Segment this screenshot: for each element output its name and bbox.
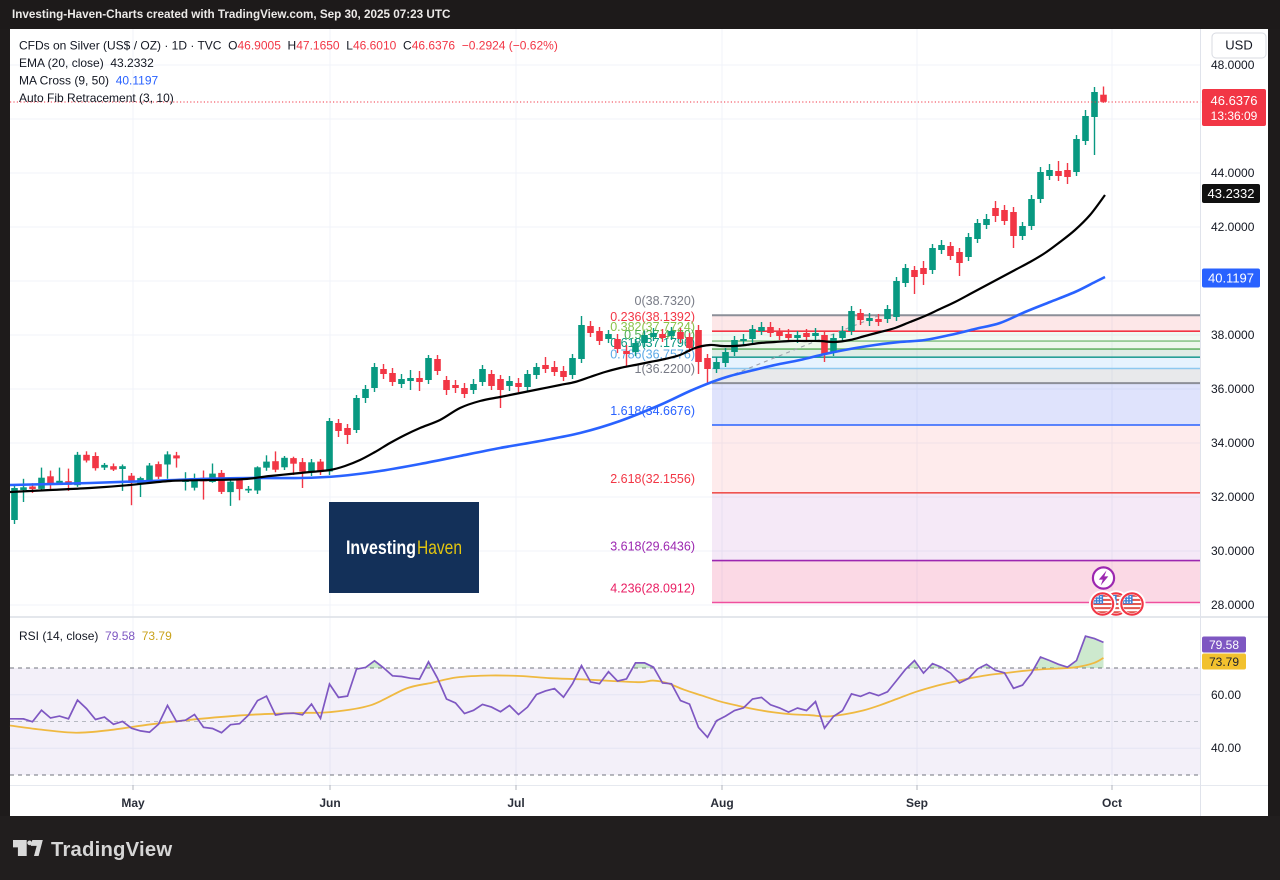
svg-text:2.618(32.1556): 2.618(32.1556) (610, 472, 695, 486)
svg-text:36.0000: 36.0000 (1211, 382, 1255, 396)
svg-text:13:36:09: 13:36:09 (1211, 109, 1258, 123)
svg-text:79.58: 79.58 (1209, 638, 1239, 652)
svg-text:40.1197: 40.1197 (1208, 271, 1254, 286)
svg-text:May: May (121, 796, 145, 810)
svg-text:Jun: Jun (319, 796, 340, 810)
svg-text:0.236(38.1392): 0.236(38.1392) (610, 310, 695, 324)
svg-text:Sep: Sep (906, 796, 928, 810)
svg-text:73.79: 73.79 (1209, 655, 1239, 669)
svg-text:46.6376: 46.6376 (1211, 93, 1258, 108)
svg-text:44.0000: 44.0000 (1211, 166, 1255, 180)
svg-text:CFDs on Silver (US$ / OZ) · 1D: CFDs on Silver (US$ / OZ) · 1D · TVC O46… (19, 39, 558, 53)
svg-text:30.0000: 30.0000 (1211, 544, 1255, 558)
svg-text:38.0000: 38.0000 (1211, 328, 1255, 342)
svg-text:3.618(29.6436): 3.618(29.6436) (610, 540, 695, 554)
svg-text:32.0000: 32.0000 (1211, 490, 1255, 504)
svg-text:43.2332: 43.2332 (1208, 186, 1255, 201)
svg-text:RSI (14, close) 79.58 73.79: RSI (14, close) 79.58 73.79 (19, 629, 172, 643)
svg-text:0.618(37.1796): 0.618(37.1796) (610, 336, 695, 350)
svg-text:42.0000: 42.0000 (1211, 220, 1255, 234)
svg-text:0.382(37.7724): 0.382(37.7724) (610, 320, 695, 334)
svg-text:28.0000: 28.0000 (1211, 598, 1255, 612)
svg-text:MA Cross (9, 50) 40.1197: MA Cross (9, 50) 40.1197 (19, 74, 159, 88)
svg-text:40.00: 40.00 (1211, 741, 1241, 755)
svg-text:Auto Fib Retracement (3, 10): Auto Fib Retracement (3, 10) (19, 91, 174, 105)
svg-text:Jul: Jul (507, 796, 524, 810)
svg-text:Investing: Investing (346, 537, 416, 559)
svg-text:USD: USD (1225, 38, 1252, 53)
svg-text:48.0000: 48.0000 (1211, 58, 1255, 72)
svg-text:1.618(34.6676): 1.618(34.6676) (610, 404, 695, 418)
svg-text:0(38.7320): 0(38.7320) (635, 294, 695, 308)
svg-text:4.236(28.0912): 4.236(28.0912) (610, 582, 695, 596)
svg-text:Oct: Oct (1102, 796, 1122, 810)
svg-text:Haven: Haven (417, 537, 462, 559)
svg-text:34.0000: 34.0000 (1211, 436, 1255, 450)
svg-text:1(36.2200): 1(36.2200) (635, 362, 695, 376)
svg-text:60.00: 60.00 (1211, 688, 1241, 702)
svg-text:EMA (20, close) 43.2332: EMA (20, close) 43.2332 (19, 56, 154, 70)
svg-text:Aug: Aug (710, 796, 733, 810)
